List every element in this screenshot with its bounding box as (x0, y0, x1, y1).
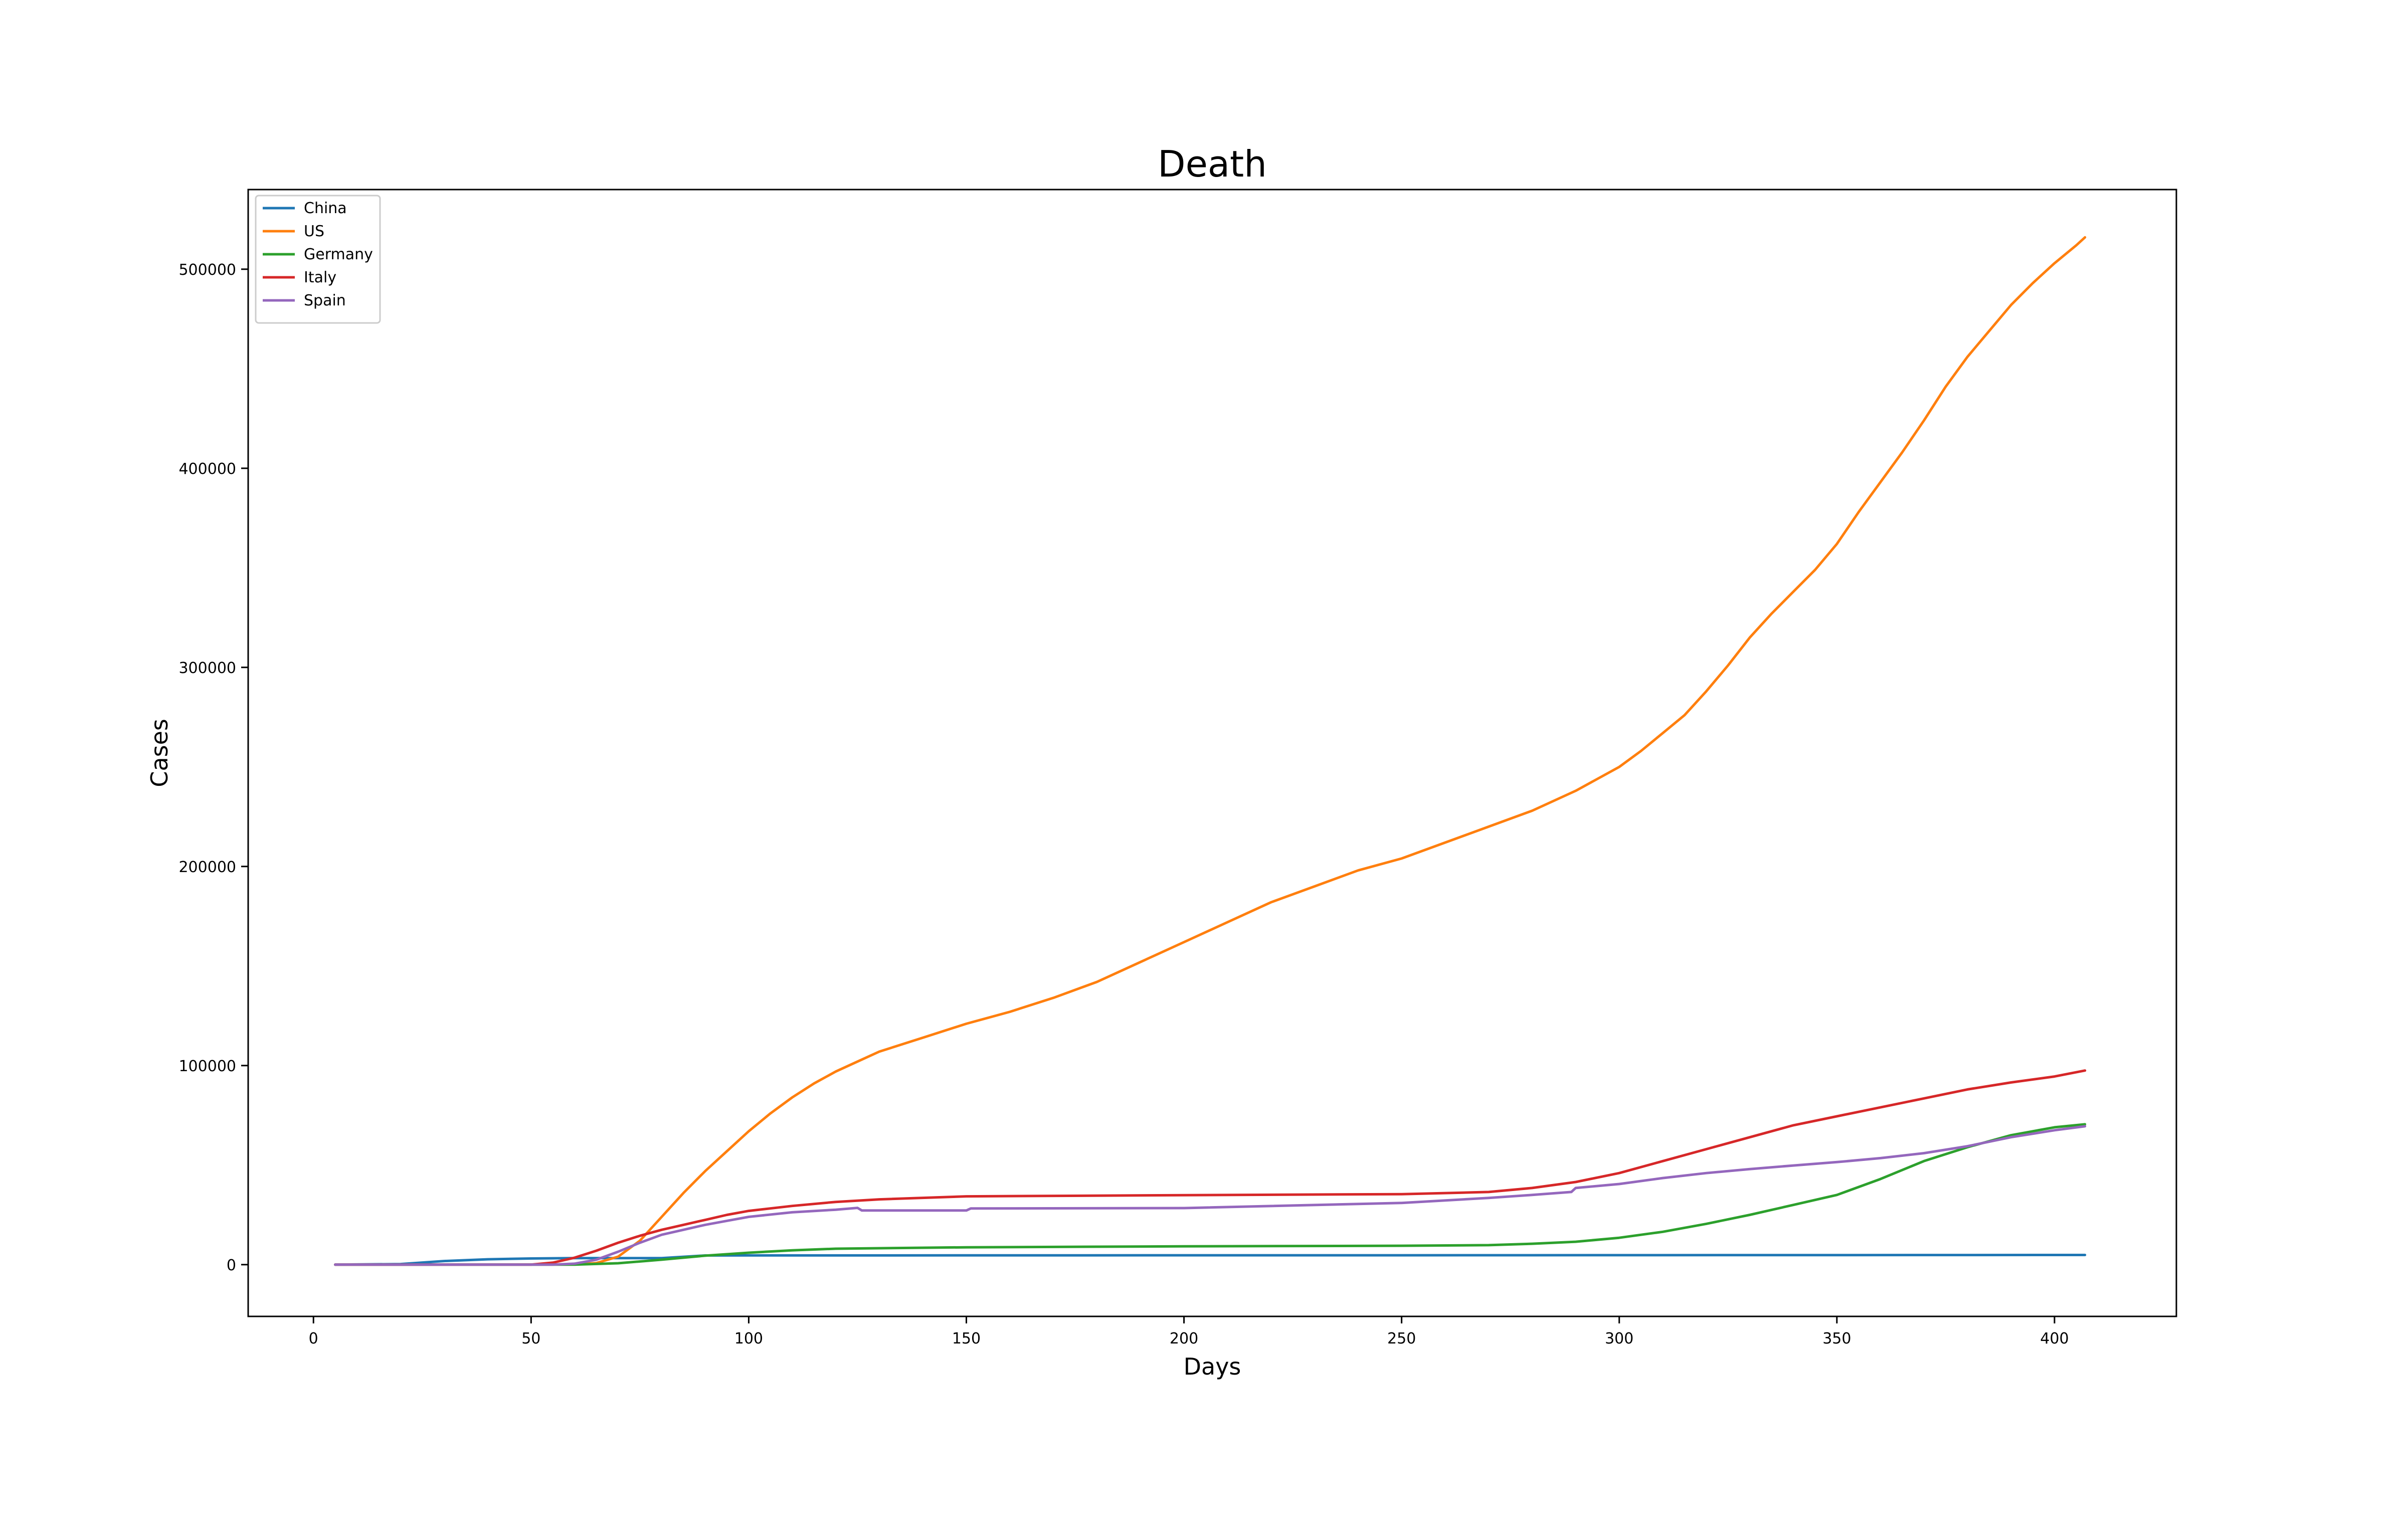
series-layer (334, 236, 2087, 1266)
x-tick-label: 150 (952, 1330, 981, 1347)
y-tick-label: 400000 (178, 460, 236, 478)
x-tick-label: 0 (309, 1330, 318, 1347)
x-tick-label: 200 (1170, 1330, 1198, 1347)
series-line-germany (334, 1123, 2087, 1266)
x-axis-label: Days (1184, 1353, 1241, 1380)
y-tick-label: 100000 (178, 1058, 236, 1075)
x-tick-label: 100 (734, 1330, 763, 1347)
x-axis-ticks: 0 50 100 150 200 250 300 350 400 (309, 1316, 2069, 1347)
series-line-italy (334, 1069, 2087, 1266)
legend-box (255, 195, 381, 324)
x-tick-label: 300 (1605, 1330, 1633, 1347)
y-tick-label: 300000 (178, 659, 236, 677)
x-tick-label: 400 (2040, 1330, 2069, 1347)
x-tick-label: 350 (1822, 1330, 1851, 1347)
x-tick-label: 50 (521, 1330, 540, 1347)
y-tick-label: 0 (227, 1257, 236, 1274)
legend-label-italy: Italy (304, 269, 336, 286)
legend-label-china: China (304, 200, 347, 217)
y-tick-label: 200000 (178, 859, 236, 876)
axes (247, 189, 2177, 1317)
plot-frame (247, 189, 2177, 1317)
x-tick-label: 250 (1387, 1330, 1416, 1347)
legend-label-us: US (304, 223, 324, 240)
series-line-us (334, 236, 2087, 1266)
y-axis-ticks: 0 100000 200000 300000 400000 500000 (178, 261, 248, 1274)
y-axis-label: Cases (146, 719, 173, 787)
chart-title: Death (1158, 143, 1267, 185)
legend-label-germany: Germany (304, 246, 373, 263)
legend-label-spain: Spain (304, 292, 346, 309)
series-line-spain (334, 1125, 2087, 1266)
y-tick-label: 500000 (178, 261, 236, 279)
legend: China US Germany Italy Spain (255, 195, 381, 324)
